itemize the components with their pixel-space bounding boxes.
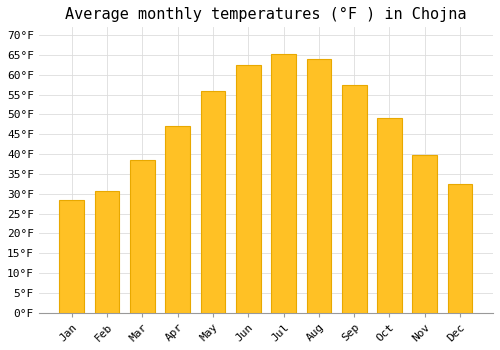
Bar [94, 190, 120, 313]
Bar [306, 59, 331, 313]
Bar [342, 85, 366, 313]
Bar [236, 65, 260, 313]
Bar [166, 126, 190, 313]
Bar [377, 118, 402, 313]
Title: Average monthly temperatures (°F ) in Chojna: Average monthly temperatures (°F ) in Ch… [65, 7, 466, 22]
Bar [448, 184, 472, 313]
Bar [200, 91, 226, 313]
Bar [271, 54, 296, 313]
Bar [130, 160, 155, 313]
Bar [60, 200, 84, 313]
Bar [412, 155, 437, 313]
